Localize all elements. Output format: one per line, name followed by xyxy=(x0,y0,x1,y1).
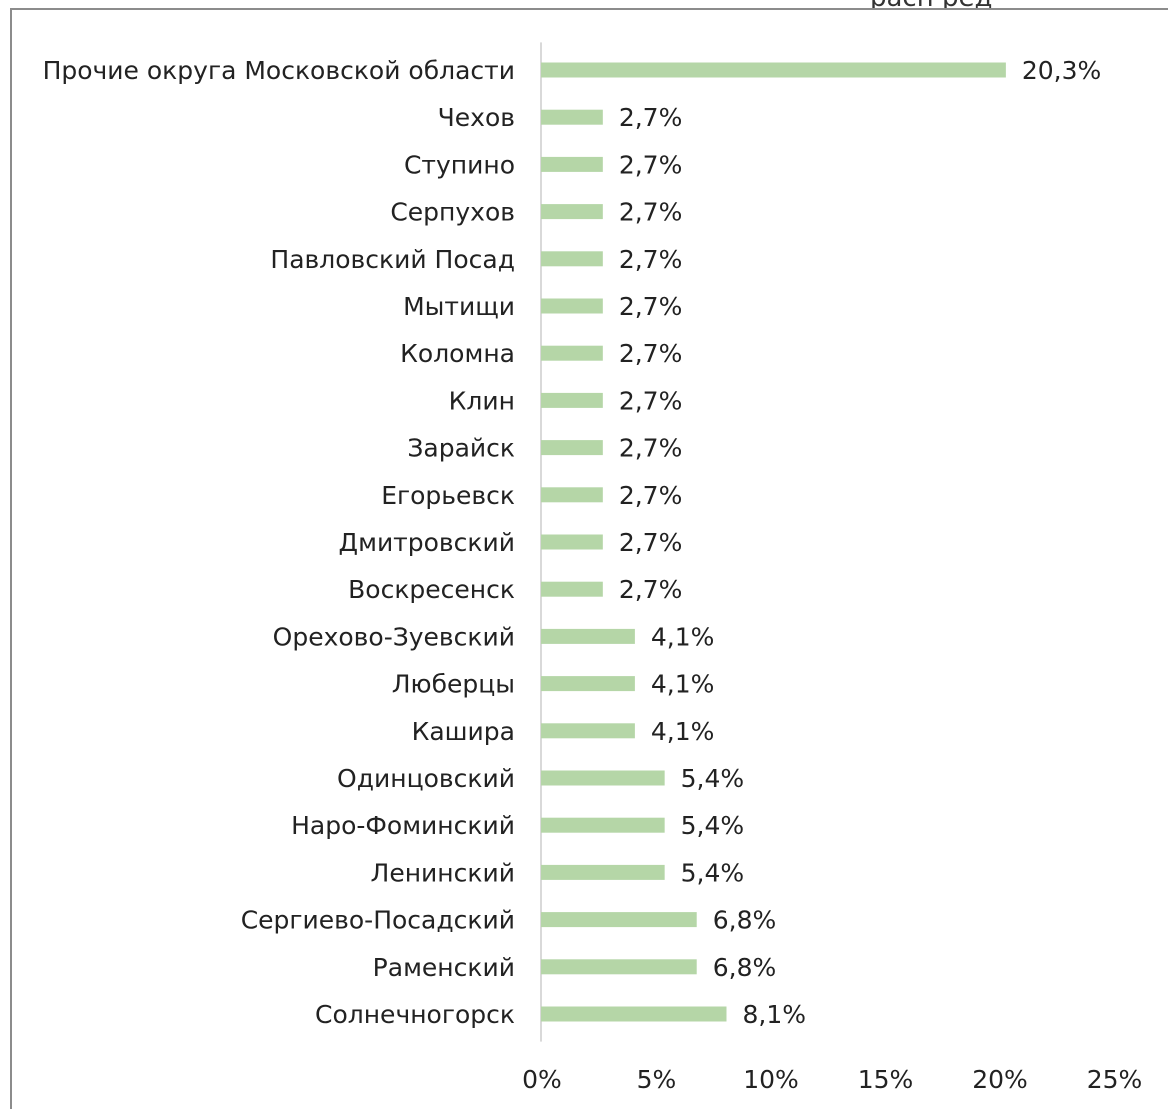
bar xyxy=(541,628,635,644)
bar xyxy=(541,298,603,314)
bar xyxy=(541,440,603,456)
bar xyxy=(541,770,665,786)
category-label: Ступино xyxy=(404,150,515,179)
data-label: 2,7% xyxy=(619,292,683,321)
category-label: Воскресенск xyxy=(348,575,515,604)
category-label: Мытищи xyxy=(403,292,515,321)
x-tick-label: 25% xyxy=(1087,1065,1143,1094)
category-label: Ленинский xyxy=(371,858,515,887)
data-label: 5,4% xyxy=(681,811,745,840)
data-label: 2,7% xyxy=(619,245,683,274)
category-label: Одинцовский xyxy=(337,764,515,793)
x-tick-label: 0% xyxy=(522,1065,562,1094)
bar xyxy=(541,864,665,880)
category-label: Серпухов xyxy=(390,198,515,227)
category-label: Люберцы xyxy=(392,670,515,699)
x-tick-label: 15% xyxy=(858,1065,914,1094)
data-label: 2,7% xyxy=(619,481,683,510)
data-label: 5,4% xyxy=(681,858,745,887)
bar xyxy=(541,581,603,597)
data-label: 2,7% xyxy=(619,386,683,415)
data-label: 8,1% xyxy=(742,1000,806,1029)
category-label: Сергиево-Посадский xyxy=(241,906,515,935)
x-tick-label: 5% xyxy=(637,1065,677,1094)
bar xyxy=(541,1006,727,1022)
bar xyxy=(541,487,603,503)
data-label: 20,3% xyxy=(1022,56,1101,85)
category-label: Наро-Фоминский xyxy=(291,811,515,840)
category-label: Прочие округа Московской области xyxy=(43,56,515,85)
data-label: 4,1% xyxy=(651,622,715,651)
data-label: 2,7% xyxy=(619,339,683,368)
bar xyxy=(541,204,603,220)
bar xyxy=(541,392,603,408)
data-label: 2,7% xyxy=(619,575,683,604)
data-label: 6,8% xyxy=(713,953,777,982)
bar xyxy=(541,912,697,928)
category-label: Чехов xyxy=(438,103,515,132)
bar xyxy=(541,251,603,267)
category-label: Дмитровский xyxy=(339,528,515,557)
bar xyxy=(541,676,635,692)
bar xyxy=(541,959,697,975)
data-label: 4,1% xyxy=(651,717,715,746)
category-label: Клин xyxy=(449,386,515,415)
category-label: Коломна xyxy=(400,339,515,368)
data-label: 5,4% xyxy=(681,764,745,793)
bar xyxy=(541,534,603,550)
bar xyxy=(541,62,1006,78)
category-label: Раменский xyxy=(373,953,515,982)
data-label: 4,1% xyxy=(651,670,715,699)
category-label: Павловский Посад xyxy=(270,245,515,274)
category-label: Орехово-Зуевский xyxy=(273,622,515,651)
data-label: 2,7% xyxy=(619,528,683,557)
bar xyxy=(541,817,665,833)
data-label: 2,7% xyxy=(619,434,683,463)
data-label: 2,7% xyxy=(619,198,683,227)
bar xyxy=(541,723,635,739)
category-label: Солнечногорск xyxy=(315,1000,515,1029)
x-tick-label: 10% xyxy=(743,1065,799,1094)
category-label: Кашира xyxy=(412,717,515,746)
chart-frame xyxy=(10,8,1168,1109)
x-tick-label: 20% xyxy=(972,1065,1028,1094)
category-label: Зарайск xyxy=(407,434,515,463)
bar xyxy=(541,345,603,361)
data-label: 2,7% xyxy=(619,150,683,179)
bar xyxy=(541,156,603,172)
data-label: 6,8% xyxy=(713,906,777,935)
bar xyxy=(541,109,603,125)
data-label: 2,7% xyxy=(619,103,683,132)
header-fragment: расп ред xyxy=(870,0,1171,8)
category-label: Егорьевск xyxy=(381,481,515,510)
